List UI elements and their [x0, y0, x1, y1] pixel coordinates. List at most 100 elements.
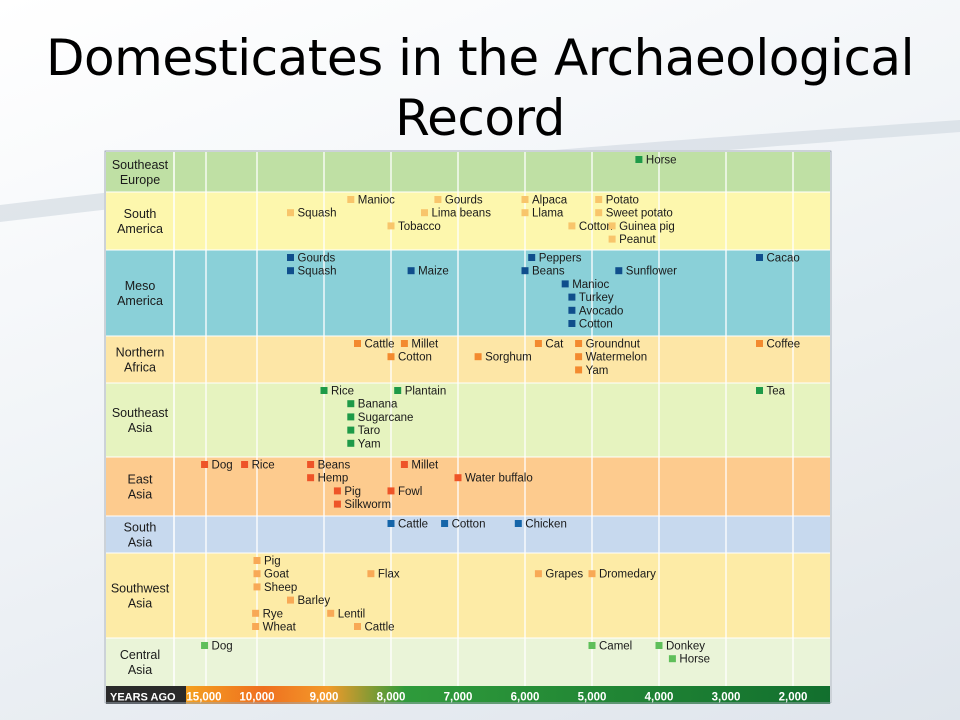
domesticate-marker [441, 520, 449, 527]
domesticate-label: Manioc [358, 195, 395, 207]
domesticate-label: Yam [586, 365, 609, 377]
domesticate-label: Tobacco [398, 221, 441, 233]
domesticate-label: Taro [358, 425, 380, 437]
domesticate-marker [568, 320, 576, 327]
domesticate-label: Plantain [405, 386, 447, 398]
domesticate-label: Cotton [398, 352, 432, 364]
domesticate-label: Pig [344, 486, 361, 498]
axis-footer-bar [186, 686, 830, 704]
domesticate-label: Sweet potato [606, 208, 673, 220]
domesticate-label: Horse [646, 155, 677, 167]
domesticate-marker [756, 254, 763, 261]
domesticate-marker [521, 196, 529, 203]
domesticate-marker [668, 655, 676, 663]
domesticate-label: Sheep [264, 582, 297, 594]
domesticate-marker [575, 366, 583, 374]
domesticate-marker [521, 209, 529, 217]
domesticate-marker [333, 487, 341, 495]
domesticate-marker [434, 196, 442, 203]
x-tick-label: 7,000 [444, 692, 473, 704]
domesticate-label: Llama [532, 208, 564, 220]
domesticate-marker [252, 609, 260, 617]
x-tick-label: 10,000 [239, 692, 274, 704]
domesticate-marker [568, 293, 576, 301]
domesticate-label: Horse [679, 654, 710, 666]
domesticate-marker [421, 209, 428, 217]
domesticate-label: Fowl [398, 486, 422, 498]
domesticate-marker [347, 196, 355, 203]
domesticate-marker [307, 461, 315, 468]
domesticate-label: Squash [298, 208, 337, 220]
domesticate-label: Lima beans [432, 208, 492, 220]
domesticate-marker [655, 642, 663, 649]
domesticate-marker [454, 474, 462, 482]
domesticate-marker [575, 340, 583, 347]
domesticate-label: Goat [264, 569, 290, 581]
domesticate-marker [400, 461, 408, 468]
region-band-5 [106, 457, 830, 516]
domesticate-marker [387, 222, 395, 230]
chart-border [104, 150, 832, 704]
domesticate-label: Cotton [452, 519, 486, 531]
domesticate-marker [354, 340, 361, 347]
domesticate-label: Chicken [525, 519, 567, 531]
domesticate-label: Millet [411, 460, 439, 472]
domesticate-label: Water buffalo [465, 473, 533, 485]
domesticate-marker [387, 520, 395, 527]
domesticate-label: Yam [358, 438, 381, 450]
domesticate-marker [588, 642, 596, 649]
domesticate-label: Rice [331, 386, 354, 398]
domesticate-marker [201, 461, 209, 468]
domesticate-marker [400, 340, 408, 347]
domesticate-label: Alpaca [532, 195, 568, 207]
domesticate-marker [347, 400, 355, 408]
region-label: Southwest [111, 582, 170, 596]
domesticate-marker [608, 235, 616, 243]
domesticate-label: Dromedary [599, 569, 656, 581]
domesticate-marker [252, 623, 260, 630]
x-tick-label: 4,000 [645, 692, 674, 704]
domesticate-label: Sunflower [626, 266, 677, 278]
domesticate-marker [407, 267, 415, 275]
x-tick-label: 3,000 [712, 692, 741, 704]
domesticate-label: Cat [545, 339, 564, 351]
region-label: Northern [116, 346, 165, 360]
domesticate-label: Dog [212, 641, 233, 653]
slide-title-line-1: Domesticates in the Archaeological [46, 29, 914, 87]
domesticate-label: Gourds [298, 253, 336, 265]
domesticate-marker [287, 209, 294, 217]
domesticate-label: Barley [298, 595, 331, 607]
region-label: East [127, 473, 153, 487]
region-label: Asia [128, 663, 152, 677]
domesticate-label: Banana [358, 399, 398, 411]
domesticate-marker [287, 596, 294, 604]
domesticate-marker [615, 267, 623, 275]
domesticate-label: Turkey [579, 292, 614, 304]
domesticate-marker [561, 280, 569, 288]
domesticate-marker [347, 413, 355, 421]
region-label: South [124, 521, 157, 535]
slide-title-line-2: Record [395, 89, 565, 147]
region-band-1 [106, 192, 830, 250]
x-tick-label: 8,000 [377, 692, 406, 704]
domesticate-marker [253, 557, 261, 564]
domesticate-marker [514, 520, 522, 527]
domesticate-label: Avocado [579, 305, 624, 317]
domesticates-chart: SoutheastEuropeSouthAmericaMesoAmericaNo… [104, 150, 832, 704]
region-label: Meso [125, 279, 156, 293]
domesticate-label: Potato [606, 195, 639, 207]
domesticate-marker [568, 306, 576, 314]
domesticate-label: Beans [318, 460, 351, 472]
slide-title: Domesticates in the Archaeological Recor… [0, 28, 960, 148]
domesticate-marker [756, 387, 763, 394]
domesticate-label: Peppers [539, 253, 582, 265]
region-band-0 [106, 152, 830, 192]
domesticate-label: Coffee [767, 339, 801, 351]
region-label: Central [120, 648, 160, 662]
domesticate-marker [608, 222, 616, 230]
region-label: America [117, 222, 163, 236]
domesticate-label: Sorghum [485, 352, 532, 364]
domesticate-marker [534, 570, 542, 578]
domesticate-label: Flax [378, 569, 400, 581]
x-tick-label: 2,000 [779, 692, 808, 704]
